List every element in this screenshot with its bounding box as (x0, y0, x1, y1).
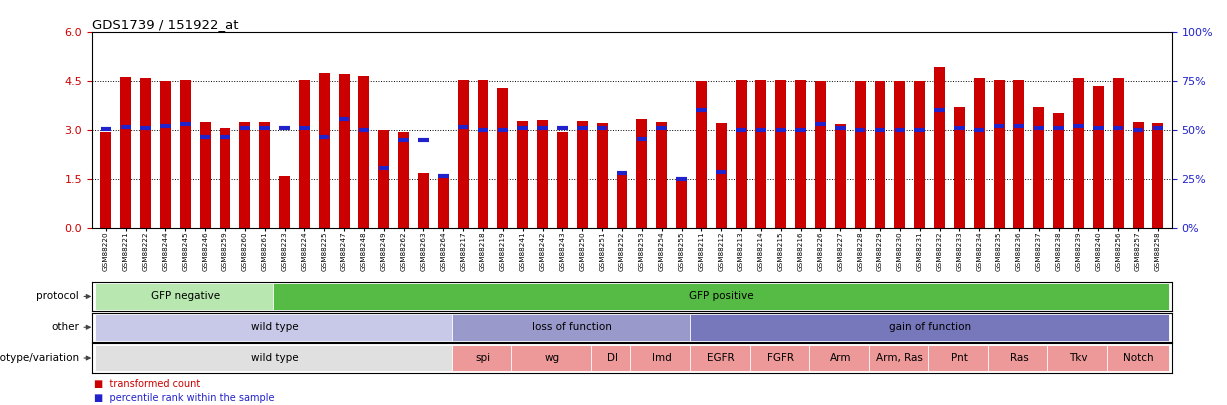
Text: Dl: Dl (606, 353, 617, 363)
Text: wild type: wild type (250, 353, 298, 363)
Bar (399, 132, 409, 228)
Bar (458, 79, 469, 228)
Text: Arm, Ras: Arm, Ras (876, 353, 923, 363)
Bar (557, 132, 568, 228)
Bar (101, 132, 112, 228)
Bar (438, 174, 449, 228)
Bar (775, 79, 787, 228)
Bar (497, 88, 508, 228)
Bar (339, 74, 350, 228)
Bar (120, 77, 131, 228)
Bar (750, 345, 812, 371)
Bar (1053, 113, 1064, 228)
Bar (477, 79, 488, 228)
Bar (809, 345, 871, 371)
Text: Pnt: Pnt (951, 353, 968, 363)
Bar (259, 122, 270, 228)
Bar (869, 345, 931, 371)
Text: protocol: protocol (37, 292, 79, 301)
Bar (1152, 124, 1163, 228)
Bar (1133, 122, 1144, 228)
Bar (239, 122, 250, 228)
Bar (200, 122, 211, 228)
Bar (1074, 78, 1083, 228)
Bar (418, 173, 429, 228)
Bar (274, 283, 1169, 310)
Text: ■  percentile rank within the sample: ■ percentile rank within the sample (94, 393, 275, 403)
Text: EGFR: EGFR (708, 353, 735, 363)
Bar (1047, 345, 1109, 371)
Bar (928, 345, 990, 371)
Bar (452, 345, 514, 371)
Bar (631, 345, 693, 371)
Text: Tkv: Tkv (1069, 353, 1088, 363)
Bar (512, 345, 594, 371)
Bar (590, 345, 633, 371)
Bar (94, 345, 455, 371)
Bar (180, 79, 190, 228)
Bar (358, 76, 369, 228)
Bar (656, 122, 667, 228)
Bar (994, 79, 1005, 228)
Bar (690, 345, 752, 371)
Bar (736, 79, 746, 228)
Text: GFP positive: GFP positive (688, 292, 753, 301)
Bar (715, 124, 726, 228)
Bar (1014, 79, 1025, 228)
Bar (319, 73, 330, 228)
Text: spi: spi (476, 353, 491, 363)
Bar (815, 81, 826, 228)
Text: Arm: Arm (829, 353, 852, 363)
Bar (795, 79, 806, 228)
Bar (596, 123, 607, 228)
Bar (690, 314, 1169, 341)
Bar (914, 81, 925, 228)
Bar (140, 78, 151, 228)
Bar (676, 179, 687, 228)
Text: GFP negative: GFP negative (151, 292, 220, 301)
Bar (94, 283, 276, 310)
Bar (834, 124, 845, 228)
Bar (696, 81, 707, 228)
Bar (452, 314, 693, 341)
Bar (855, 81, 865, 228)
Text: FGFR: FGFR (767, 353, 794, 363)
Bar (894, 81, 906, 228)
Bar (94, 314, 455, 341)
Bar (934, 66, 945, 228)
Bar (637, 119, 648, 228)
Text: Imd: Imd (652, 353, 671, 363)
Bar (1033, 107, 1044, 228)
Bar (160, 81, 171, 228)
Text: wild type: wild type (250, 322, 298, 332)
Bar (1113, 78, 1124, 228)
Bar (1093, 86, 1104, 228)
Text: other: other (52, 322, 79, 332)
Bar (537, 120, 548, 228)
Bar (220, 128, 231, 228)
Bar (953, 107, 964, 228)
Text: GDS1739 / 151922_at: GDS1739 / 151922_at (92, 18, 238, 31)
Bar (577, 121, 588, 228)
Text: ■  transformed count: ■ transformed count (94, 379, 201, 389)
Bar (518, 121, 528, 228)
Bar (616, 173, 627, 228)
Text: gain of function: gain of function (888, 322, 971, 332)
Bar (875, 81, 886, 228)
Text: genotype/variation: genotype/variation (0, 353, 79, 363)
Bar (756, 79, 767, 228)
Text: Ras: Ras (1010, 353, 1028, 363)
Bar (974, 78, 985, 228)
Text: Notch: Notch (1123, 353, 1153, 363)
Bar (299, 79, 310, 228)
Text: wg: wg (545, 353, 560, 363)
Bar (279, 175, 290, 228)
Text: loss of function: loss of function (533, 322, 612, 332)
Bar (378, 130, 389, 228)
Bar (988, 345, 1050, 371)
Bar (1107, 345, 1169, 371)
